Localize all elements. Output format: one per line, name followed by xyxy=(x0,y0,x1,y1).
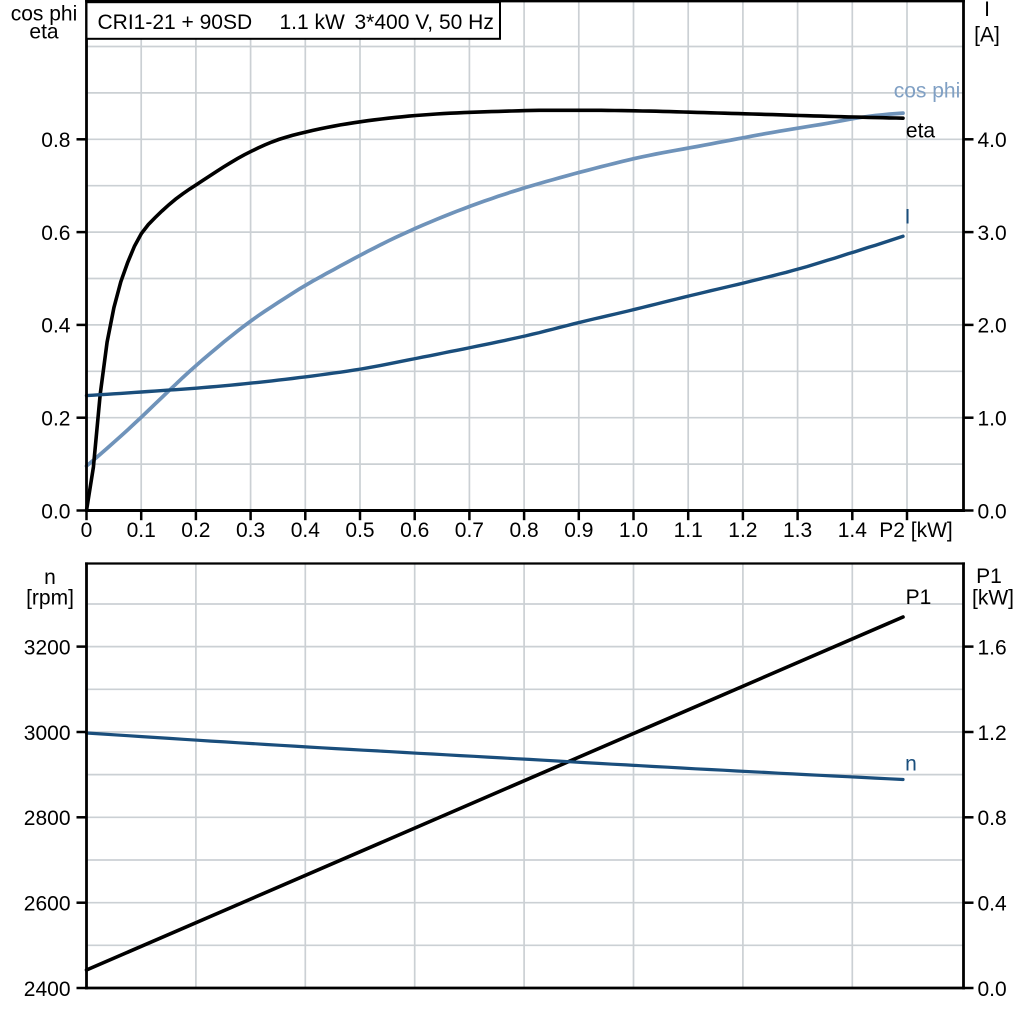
svg-text:0.9: 0.9 xyxy=(564,519,593,542)
svg-text:1.1 kW: 1.1 kW xyxy=(280,11,346,34)
svg-text:2400: 2400 xyxy=(24,978,71,1001)
svg-text:3.0: 3.0 xyxy=(978,222,1007,245)
svg-text:I: I xyxy=(984,0,990,21)
svg-text:0.3: 0.3 xyxy=(236,519,265,542)
svg-text:1.0: 1.0 xyxy=(978,408,1007,431)
svg-text:0.2: 0.2 xyxy=(41,408,70,431)
svg-text:0.4: 0.4 xyxy=(41,315,71,338)
svg-text:1.0: 1.0 xyxy=(619,519,648,542)
svg-text:0.2: 0.2 xyxy=(181,519,210,542)
svg-text:0.0: 0.0 xyxy=(978,500,1007,523)
svg-text:I: I xyxy=(905,205,911,228)
svg-text:cos phi: cos phi xyxy=(11,2,78,25)
svg-text:1.3: 1.3 xyxy=(783,519,812,542)
svg-text:[kW]: [kW] xyxy=(972,586,1014,609)
svg-text:0.8: 0.8 xyxy=(41,129,70,152)
svg-text:3*400 V, 50 Hz: 3*400 V, 50 Hz xyxy=(355,11,494,34)
svg-text:0.4: 0.4 xyxy=(291,519,321,542)
svg-text:0.0: 0.0 xyxy=(978,978,1007,1001)
svg-text:P1: P1 xyxy=(906,586,932,609)
svg-text:1.2: 1.2 xyxy=(728,519,757,542)
svg-text:0.7: 0.7 xyxy=(455,519,484,542)
svg-text:2.0: 2.0 xyxy=(978,315,1007,338)
svg-text:0.1: 0.1 xyxy=(127,519,156,542)
svg-text:1.1: 1.1 xyxy=(674,519,703,542)
svg-text:n: n xyxy=(905,752,917,775)
svg-text:0.8: 0.8 xyxy=(978,807,1007,830)
svg-text:3200: 3200 xyxy=(24,636,71,659)
svg-text:CRI1-21 + 90SD: CRI1-21 + 90SD xyxy=(98,11,253,34)
svg-text:0.5: 0.5 xyxy=(345,519,374,542)
svg-text:1.4: 1.4 xyxy=(838,519,868,542)
svg-text:eta: eta xyxy=(906,119,936,142)
svg-text:n: n xyxy=(44,566,56,589)
svg-text:2600: 2600 xyxy=(24,892,71,915)
svg-text:P1: P1 xyxy=(976,565,1002,588)
svg-text:[A]: [A] xyxy=(974,23,1000,46)
svg-text:3000: 3000 xyxy=(24,722,71,745)
svg-text:1.6: 1.6 xyxy=(978,636,1007,659)
svg-text:cos phi: cos phi xyxy=(894,80,961,103)
svg-text:0.0: 0.0 xyxy=(41,500,70,523)
svg-text:0.8: 0.8 xyxy=(509,519,538,542)
svg-text:P2 [kW]: P2 [kW] xyxy=(879,519,953,542)
svg-text:0.6: 0.6 xyxy=(400,519,429,542)
svg-text:0: 0 xyxy=(81,519,93,542)
svg-text:4.0: 4.0 xyxy=(978,129,1007,152)
svg-text:1.2: 1.2 xyxy=(978,722,1007,745)
svg-text:0.4: 0.4 xyxy=(978,892,1008,915)
svg-text:[rpm]: [rpm] xyxy=(26,586,74,609)
svg-text:2800: 2800 xyxy=(24,807,71,830)
svg-text:0.6: 0.6 xyxy=(41,222,70,245)
svg-text:eta: eta xyxy=(29,20,59,43)
